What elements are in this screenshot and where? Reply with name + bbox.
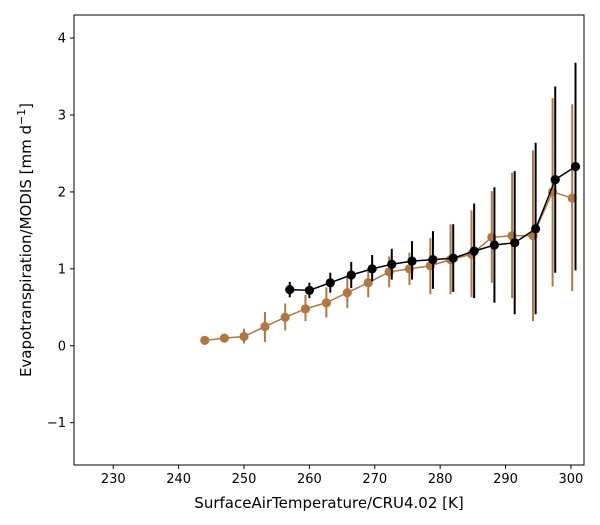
data-point xyxy=(469,246,479,256)
y-tick-label: 0 xyxy=(58,339,66,354)
plot-frame xyxy=(73,14,585,466)
data-point xyxy=(531,224,541,234)
x-axis: 230 240 250 260 270 280 290 300 xyxy=(101,465,584,487)
data-point xyxy=(367,264,377,274)
data-point xyxy=(321,298,331,308)
data-point xyxy=(304,285,314,295)
x-tick-label: 300 xyxy=(559,472,584,487)
data-point xyxy=(448,253,458,263)
data-point xyxy=(363,278,373,288)
y-tick-label: 3 xyxy=(58,109,66,124)
series-2 xyxy=(285,62,581,315)
data-point xyxy=(342,288,352,298)
x-tick-label: 280 xyxy=(428,472,453,487)
data-point xyxy=(550,175,560,185)
data-point xyxy=(510,238,520,248)
x-tick-label: 260 xyxy=(297,472,322,487)
x-tick-label: 290 xyxy=(493,472,518,487)
x-tick-label: 240 xyxy=(166,472,191,487)
data-point xyxy=(200,335,210,345)
plot-background xyxy=(74,15,584,465)
data-point xyxy=(280,312,290,322)
y-axis-title-end: ] xyxy=(17,103,35,109)
y-axis-title-superscript: −1 xyxy=(15,109,28,125)
data-point xyxy=(239,331,249,342)
data-point xyxy=(570,161,581,172)
data-point xyxy=(300,304,311,314)
data-point xyxy=(428,255,438,265)
series-layer xyxy=(200,62,581,345)
x-axis-title: SurfaceAirTemperature/CRU4.02 [K] xyxy=(194,494,463,512)
data-point xyxy=(219,333,229,343)
data-point xyxy=(489,240,500,250)
data-point xyxy=(260,321,270,332)
y-tick-label: 2 xyxy=(58,185,66,200)
data-point xyxy=(285,285,295,295)
y-tick-label: 4 xyxy=(58,32,66,47)
x-tick-label: 230 xyxy=(101,472,126,487)
y-axis: −1 0 1 2 3 4 xyxy=(47,32,74,431)
data-point xyxy=(407,256,417,266)
y-tick-label: 1 xyxy=(58,262,66,277)
data-point xyxy=(387,259,397,269)
data-point xyxy=(325,278,335,288)
y-axis-title-main: Evapotranspiration/MODIS [mm d xyxy=(17,125,35,377)
data-point xyxy=(346,270,356,280)
y-tick-label: −1 xyxy=(47,416,66,431)
x-tick-label: 250 xyxy=(232,472,257,487)
y-axis-title: Evapotranspiration/MODIS [mm d−1] xyxy=(15,103,35,377)
x-tick-label: 270 xyxy=(362,472,387,487)
